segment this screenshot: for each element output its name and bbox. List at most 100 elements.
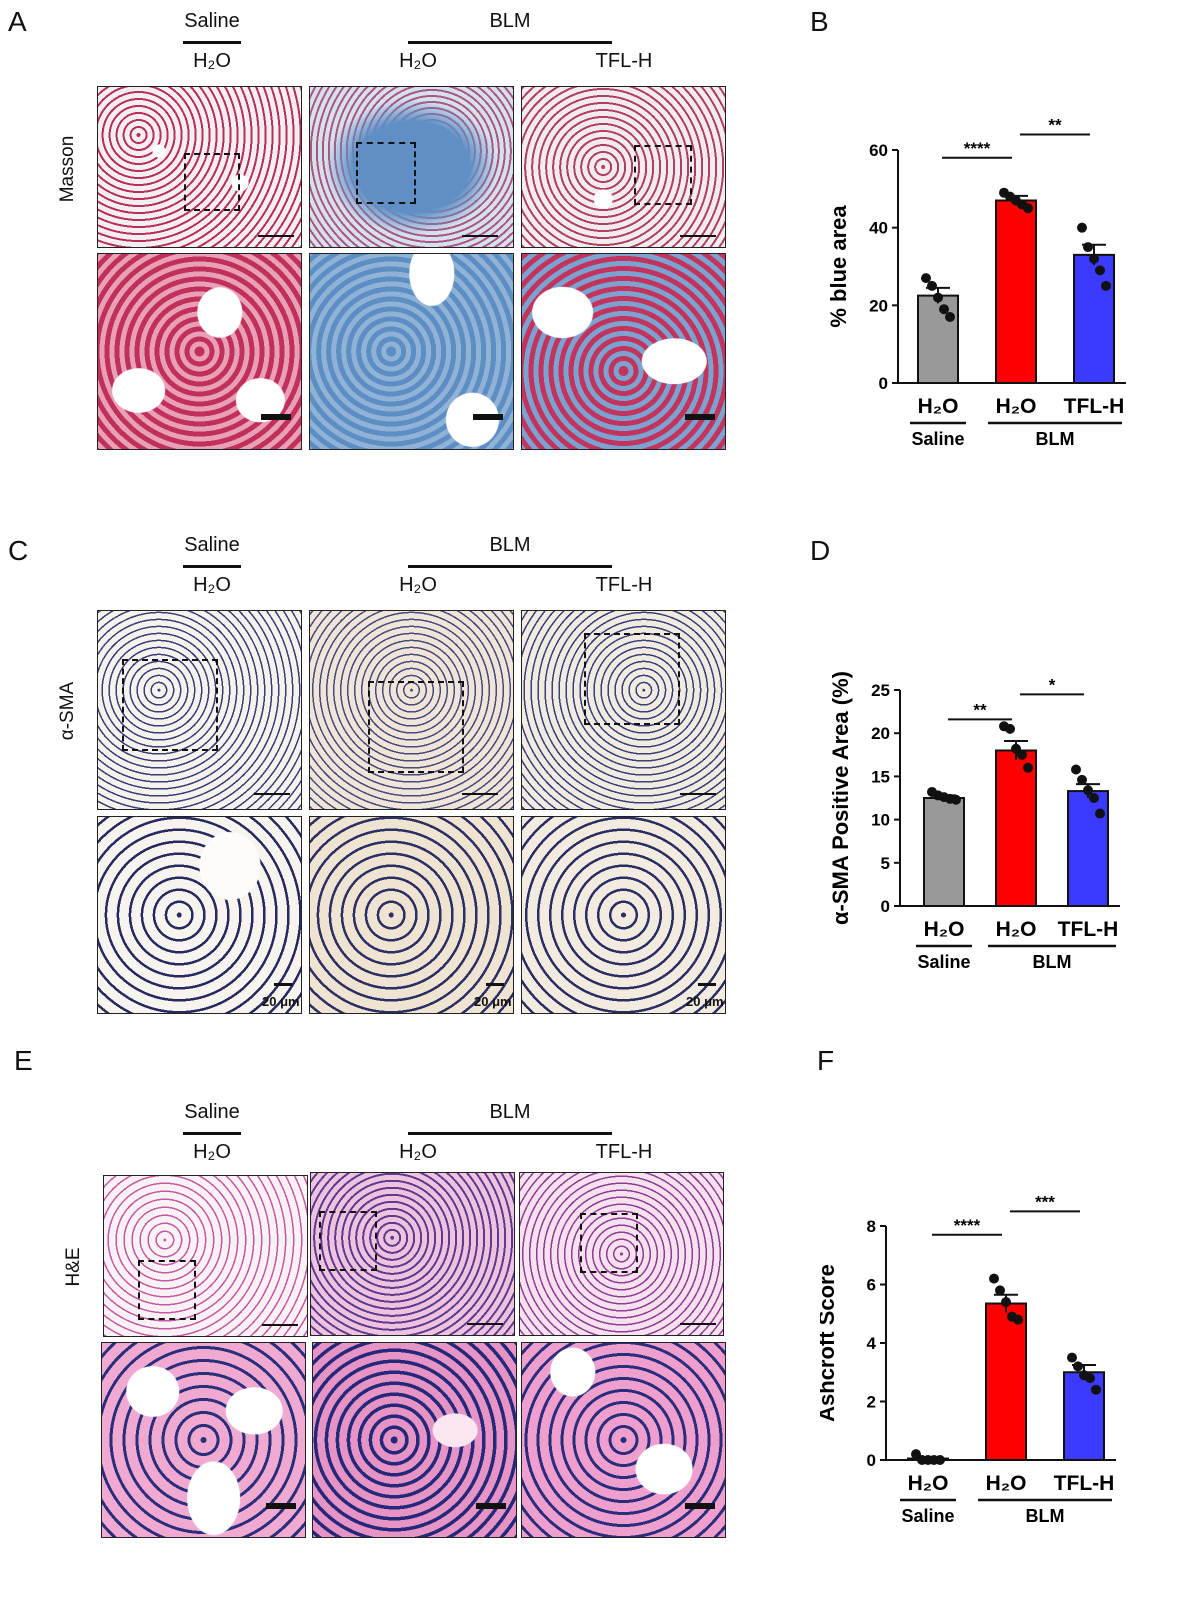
- scale-label: 20 μm: [474, 994, 512, 1009]
- header-saline-e: Saline: [184, 1101, 240, 1123]
- panel-label-a: A: [8, 6, 27, 37]
- header-blm-a: BLM: [489, 10, 531, 32]
- scale-bar: [262, 1324, 298, 1326]
- data-point: [1077, 774, 1087, 785]
- blm-bar-e: [408, 1132, 612, 1135]
- group-label: BLM: [1033, 952, 1072, 972]
- bar: [995, 199, 1037, 384]
- data-point: [1073, 1361, 1083, 1372]
- header-h2o-blm-e: H₂O: [399, 1141, 437, 1163]
- y-tick-label: 5: [881, 854, 890, 873]
- header-saline-a: Saline: [184, 10, 240, 32]
- x-tick-label: TFL-H: [1064, 395, 1125, 418]
- scale-bar: [473, 414, 503, 420]
- y-tick-label: 10: [871, 811, 890, 830]
- scale-bar: [462, 793, 498, 795]
- y-tick-label: 25: [871, 681, 890, 700]
- y-tick-label: 6: [867, 1276, 876, 1295]
- data-point: [927, 280, 937, 291]
- y-tick-label: 0: [879, 374, 888, 393]
- sma-blm-h2o-lowmag: [309, 610, 514, 810]
- scale-bar: [685, 1503, 715, 1509]
- sma-blm-tfl-highmag: 20 μm: [521, 816, 726, 1014]
- zoom-box: [634, 145, 692, 205]
- scale-bar: [462, 235, 498, 237]
- significance-label: ****: [954, 1216, 981, 1235]
- he-blm-h2o-lowmag: [310, 1172, 515, 1336]
- data-point: [933, 292, 943, 303]
- data-point: [1001, 1297, 1011, 1308]
- significance-label: ***: [1035, 1192, 1055, 1211]
- x-tick-label: H₂O: [996, 395, 1037, 418]
- data-point: [1089, 253, 1099, 264]
- data-point: [1071, 764, 1081, 775]
- saline-bar-a: [183, 41, 241, 44]
- he-blm-tfl-lowmag: [519, 1172, 724, 1336]
- masson-blm-h2o-highmag: [309, 253, 514, 450]
- header-blm-c: BLM: [489, 534, 531, 556]
- masson-blm-h2o-lowmag: [309, 86, 514, 248]
- scale-bar: [486, 983, 504, 986]
- data-point: [945, 311, 955, 322]
- data-point: [935, 1455, 945, 1465]
- header-blm-e: BLM: [489, 1101, 531, 1123]
- y-tick-label: 15: [871, 767, 890, 786]
- scale-bar: [680, 1323, 716, 1325]
- sma-blm-h2o-highmag: 20 μm: [309, 816, 514, 1014]
- header-tfl-c: TFL-H: [595, 574, 653, 596]
- saline-bar-c: [183, 565, 241, 568]
- zoom-box: [138, 1260, 196, 1320]
- group-label: BLM: [1026, 1506, 1065, 1526]
- y-tick-label: 60: [869, 141, 888, 160]
- significance-label: **: [1048, 115, 1062, 134]
- scale-bar: [274, 983, 292, 986]
- scale-bar: [258, 235, 294, 237]
- bar: [1067, 790, 1109, 907]
- data-point: [1023, 762, 1033, 773]
- bar: [1073, 253, 1115, 384]
- scale-label: 20 μm: [262, 994, 300, 1009]
- panel-label-b: B: [810, 6, 829, 37]
- panel-label-e: E: [14, 1045, 33, 1076]
- data-point: [1085, 1373, 1095, 1384]
- header-tfl-e: TFL-H: [595, 1141, 653, 1163]
- bar: [917, 294, 959, 384]
- data-point: [1005, 723, 1015, 734]
- header-saline-c: Saline: [184, 534, 240, 556]
- data-point: [951, 794, 961, 805]
- row-label-he: H&E: [63, 1247, 84, 1287]
- row-label-masson: Masson: [57, 135, 78, 203]
- y-tick-label: 8: [867, 1217, 876, 1236]
- y-axis-label: % blue area: [826, 205, 851, 328]
- zoom-box: [580, 1213, 638, 1273]
- header-h2o-saline-c: H₂O: [193, 574, 231, 596]
- group-label: BLM: [1036, 429, 1075, 449]
- masson-saline-h2o-highmag: [97, 253, 302, 450]
- data-point: [1083, 785, 1093, 796]
- scale-bar: [476, 1503, 506, 1509]
- y-tick-label: 0: [881, 897, 890, 916]
- data-point: [1089, 793, 1099, 803]
- data-point: [1083, 242, 1093, 253]
- panel-label-d: D: [810, 535, 831, 566]
- data-point: [921, 273, 931, 284]
- x-tick-label: TFL-H: [1058, 918, 1119, 941]
- scale-bar: [254, 793, 290, 795]
- he-blm-tfl-highmag: [521, 1342, 726, 1538]
- saline-bar-e: [183, 1132, 241, 1135]
- zoom-box: [184, 153, 240, 211]
- scale-bar: [680, 235, 716, 237]
- scale-bar: [467, 1323, 503, 1325]
- data-point: [995, 1285, 1005, 1296]
- group-label: Saline: [917, 952, 970, 972]
- data-point: [989, 1273, 999, 1284]
- bar: [985, 1302, 1027, 1461]
- bar: [923, 797, 965, 907]
- zoom-box: [319, 1211, 377, 1271]
- data-point: [1101, 280, 1111, 291]
- data-point: [1023, 203, 1033, 214]
- x-tick-label: H₂O: [996, 918, 1037, 941]
- data-point: [1095, 265, 1105, 276]
- sma-saline-h2o-lowmag: [97, 610, 302, 810]
- he-saline-h2o-lowmag: [103, 1175, 308, 1337]
